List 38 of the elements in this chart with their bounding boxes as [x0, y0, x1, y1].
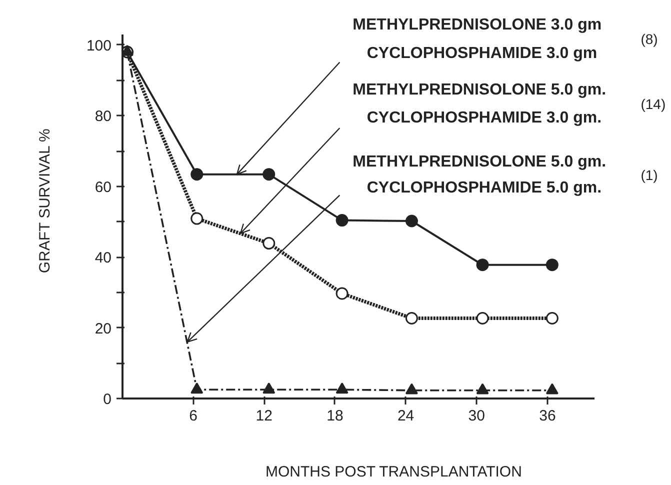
annotation: METHYLPREDNISOLONE 5.0 gm. CYCLOPHOSPHAMIDE 3.0 gm. [352, 81, 606, 127]
x-axis-title: MONTHS POST TRANSPLANTATION [266, 464, 522, 480]
x-tick-label: 18 [326, 408, 344, 424]
y-tick-label: 100 [86, 37, 112, 54]
point [476, 258, 489, 272]
point [190, 382, 204, 394]
point [262, 168, 276, 181]
point [546, 312, 558, 324]
x-tick-label: 24 [397, 408, 414, 424]
x-tick-label: 30 [468, 408, 485, 424]
y-tick-label: 60 [94, 178, 112, 196]
point [476, 312, 489, 324]
point [262, 382, 276, 394]
y-axis-title: GRAFT SURVIVAL % [36, 128, 54, 274]
point [476, 383, 489, 394]
text: (8) [640, 31, 658, 48]
point [405, 383, 418, 394]
point [336, 214, 348, 227]
x-tick-label: 6 [189, 408, 198, 424]
text: (1) [640, 167, 658, 184]
point [405, 214, 418, 228]
y-tick-label: 40 [94, 250, 112, 267]
x-tick-label: 12 [256, 408, 272, 424]
point [546, 258, 558, 272]
point [190, 168, 204, 181]
y-tick-label: 80 [94, 108, 112, 126]
y-tick-label: 0 [103, 391, 112, 408]
annotation: METHYLPREDNISOLONE 5.0 gm. CYCLOPHOSPHAMIDE 5.0 gm. [352, 153, 606, 197]
y-tick-label: 20 [94, 320, 112, 338]
point [405, 312, 418, 324]
point [262, 237, 276, 250]
text: (14) [640, 96, 666, 112]
point [336, 287, 348, 300]
x-tick-label: 36 [539, 408, 556, 424]
point [546, 383, 558, 394]
point [190, 212, 204, 225]
annotation: METHYLPREDNISOLONE 3.0 gm CYCLOPHOSPHAMIDE 3.0 gm [352, 16, 602, 62]
point [336, 382, 348, 394]
